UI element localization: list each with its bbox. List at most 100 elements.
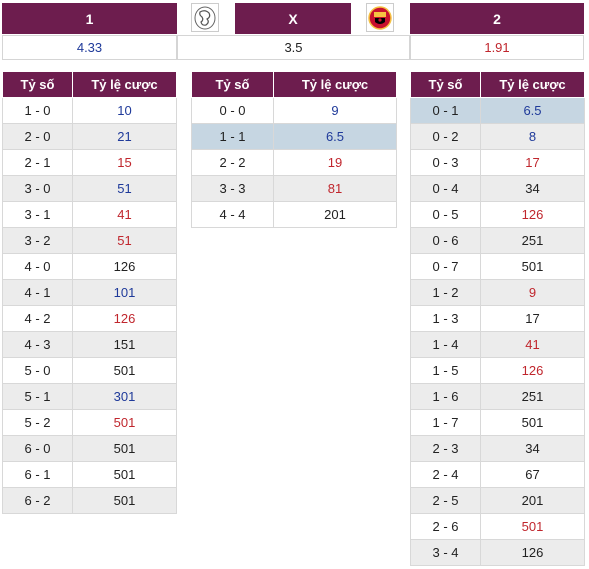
rate-cell[interactable]: 251 [480,383,585,410]
score-row[interactable]: 4 - 0 126 [2,253,177,280]
rate-cell[interactable]: 19 [273,149,397,176]
home-label: 1 [85,10,94,27]
score-row[interactable]: 2 - 4 67 [410,461,585,488]
score-row[interactable]: 2 - 1 15 [2,149,177,176]
rate-cell[interactable]: 501 [72,409,177,436]
score-cell: 0 - 0 [191,97,274,124]
score-cell: 2 - 2 [191,149,274,176]
score-row[interactable]: 1 - 7 501 [410,409,585,436]
rate-cell[interactable]: 151 [72,331,177,358]
score-row[interactable]: 0 - 3 17 [410,149,585,176]
score-row[interactable]: 2 - 3 34 [410,435,585,462]
score-row[interactable]: 5 - 1 301 [2,383,177,410]
score-row[interactable]: 5 - 2 501 [2,409,177,436]
draw-odds[interactable]: 3.5 [177,35,410,60]
rate-cell[interactable]: 41 [72,201,177,228]
score-row[interactable]: 1 - 3 17 [410,305,585,332]
rate-cell[interactable]: 41 [480,331,585,358]
rate-cell[interactable]: 17 [480,149,585,176]
rate-cell[interactable]: 501 [72,461,177,488]
away-header: 2 [410,3,584,34]
score-cell: 2 - 5 [410,487,481,514]
score-cell: 1 - 0 [2,97,73,124]
rate-cell[interactable]: 34 [480,435,585,462]
rate-cell[interactable]: 126 [72,305,177,332]
rate-cell[interactable]: 201 [273,201,397,228]
rate-cell[interactable]: 126 [480,357,585,384]
score-cell: 6 - 1 [2,461,73,488]
score-row[interactable]: 2 - 2 19 [191,149,397,176]
rate-cell[interactable]: 501 [72,357,177,384]
rate-cell[interactable]: 51 [72,175,177,202]
rate-cell[interactable]: 126 [480,539,585,566]
rate-cell[interactable]: 51 [72,227,177,254]
rate-cell[interactable]: 126 [72,253,177,280]
score-row[interactable]: 3 - 3 81 [191,175,397,202]
rate-cell[interactable]: 126 [480,201,585,228]
rate-cell[interactable]: 251 [480,227,585,254]
score-row[interactable]: 0 - 1 6.5 [410,97,585,124]
rate-cell[interactable]: 101 [72,279,177,306]
score-row[interactable]: 5 - 0 501 [2,357,177,384]
rate-cell[interactable]: 21 [72,123,177,150]
rate-cell[interactable]: 501 [480,409,585,436]
score-row[interactable]: 2 - 5 201 [410,487,585,514]
score-column-header: Tỷ số [410,71,481,98]
score-row[interactable]: 6 - 0 501 [2,435,177,462]
score-row[interactable]: 4 - 2 126 [2,305,177,332]
score-row[interactable]: 0 - 6 251 [410,227,585,254]
away-odds[interactable]: 1.91 [410,35,584,60]
score-row[interactable]: 6 - 1 501 [2,461,177,488]
score-cell: 4 - 0 [2,253,73,280]
rate-cell[interactable]: 34 [480,175,585,202]
rate-cell[interactable]: 15 [72,149,177,176]
score-row[interactable]: 1 - 1 6.5 [191,123,397,150]
score-cell: 4 - 1 [2,279,73,306]
rate-cell[interactable]: 81 [273,175,397,202]
score-cell: 1 - 1 [191,123,274,150]
rate-cell[interactable]: 501 [72,487,177,514]
rate-cell[interactable]: 201 [480,487,585,514]
score-row[interactable]: 3 - 4 126 [410,539,585,566]
score-row[interactable]: 2 - 6 501 [410,513,585,540]
score-row[interactable]: 0 - 5 126 [410,201,585,228]
rate-cell[interactable]: 6.5 [480,97,585,124]
score-row[interactable]: 2 - 0 21 [2,123,177,150]
score-row[interactable]: 4 - 3 151 [2,331,177,358]
score-row[interactable]: 4 - 4 201 [191,201,397,228]
ajax-crest-icon [191,3,219,32]
rate-cell[interactable]: 9 [273,97,397,124]
rate-cell[interactable]: 9 [480,279,585,306]
rate-cell[interactable]: 501 [72,435,177,462]
rate-cell[interactable]: 501 [480,513,585,540]
score-cell: 4 - 2 [2,305,73,332]
score-row[interactable]: 1 - 0 10 [2,97,177,124]
rate-cell[interactable]: 8 [480,123,585,150]
score-row[interactable]: 0 - 7 501 [410,253,585,280]
score-row[interactable]: 1 - 4 41 [410,331,585,358]
score-cell: 4 - 3 [2,331,73,358]
away-odds-value: 1.91 [484,40,510,55]
score-row[interactable]: 0 - 4 34 [410,175,585,202]
rate-cell[interactable]: 501 [480,253,585,280]
score-row[interactable]: 3 - 1 41 [2,201,177,228]
score-row[interactable]: 4 - 1 101 [2,279,177,306]
score-row[interactable]: 3 - 2 51 [2,227,177,254]
rate-cell[interactable]: 10 [72,97,177,124]
score-cell: 1 - 6 [410,383,481,410]
rate-cell[interactable]: 6.5 [273,123,397,150]
rate-cell[interactable]: 301 [72,383,177,410]
home-odds[interactable]: 4.33 [2,35,177,60]
score-row[interactable]: 6 - 2 501 [2,487,177,514]
score-cell: 2 - 1 [2,149,73,176]
score-row[interactable]: 3 - 0 51 [2,175,177,202]
score-cell: 0 - 2 [410,123,481,150]
rate-cell[interactable]: 67 [480,461,585,488]
rate-cell[interactable]: 17 [480,305,585,332]
score-cell: 0 - 4 [410,175,481,202]
score-row[interactable]: 1 - 5 126 [410,357,585,384]
score-row[interactable]: 1 - 6 251 [410,383,585,410]
